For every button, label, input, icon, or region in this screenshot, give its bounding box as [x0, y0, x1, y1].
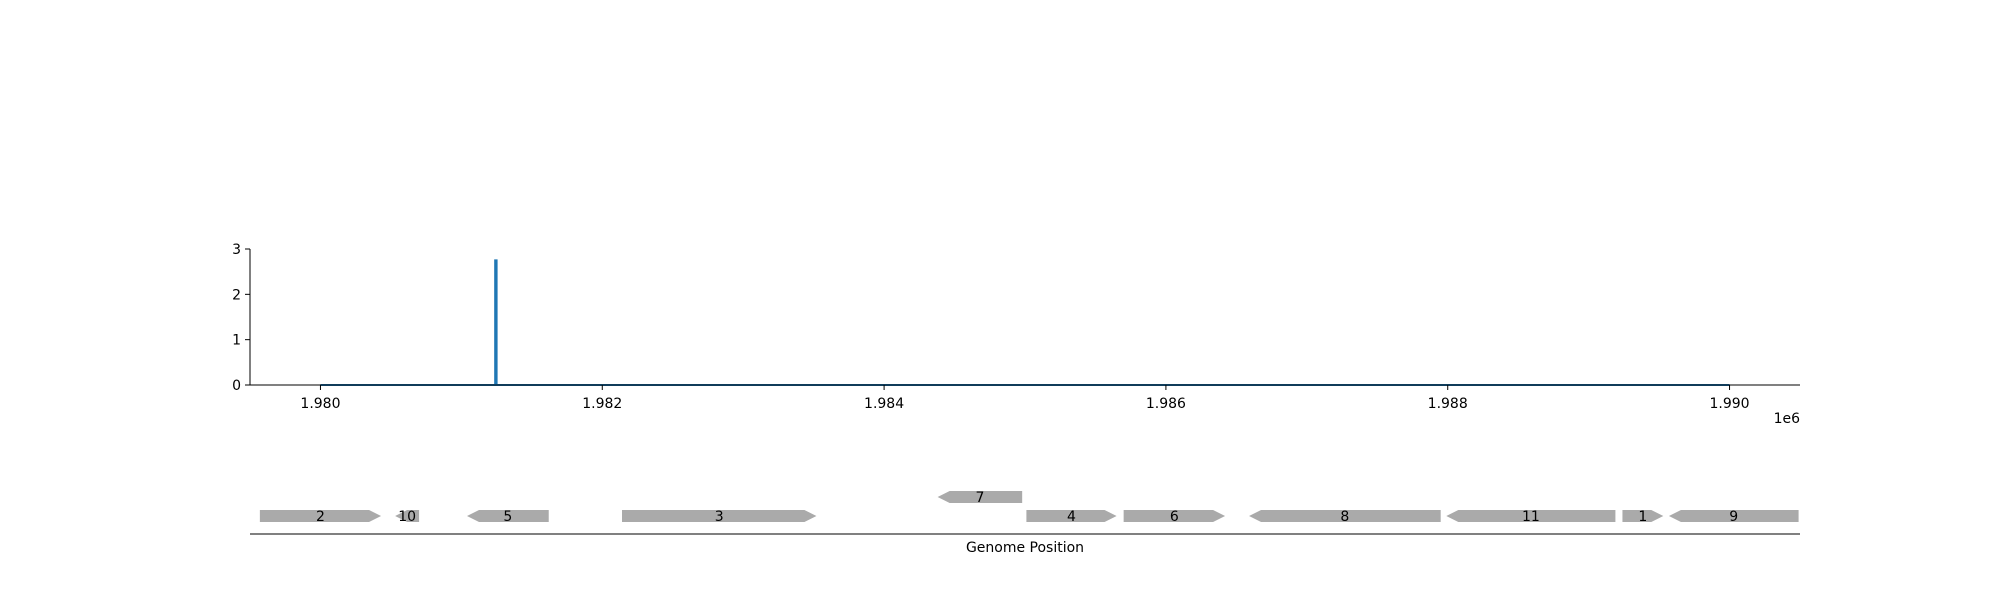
- gene-arrow: [622, 510, 817, 522]
- y-ticks: 0 1 2 3: [232, 242, 250, 394]
- gene-arrow: [937, 491, 1023, 503]
- x-offset-label: 1e6: [1774, 411, 1801, 427]
- gene-label: 3: [715, 509, 724, 525]
- gene-label: 4: [1067, 509, 1076, 525]
- x-tick-label: 1.984: [864, 396, 904, 412]
- y-tick-label: 1: [232, 333, 241, 349]
- coverage-line: [320, 259, 1730, 386]
- gene-label: 11: [1522, 509, 1540, 525]
- gene-arrow: [395, 510, 420, 522]
- gene-label: 1: [1638, 509, 1647, 525]
- x-tick-label: 1.982: [582, 396, 622, 412]
- y-tick-label: 0: [232, 378, 241, 394]
- gene-label: 7: [975, 490, 984, 506]
- gene-arrow: [1668, 510, 1799, 522]
- coverage-series: [320, 259, 1730, 386]
- gene-arrow: [1622, 510, 1664, 522]
- gene-arrow: [1123, 510, 1226, 522]
- gene-label: 8: [1340, 509, 1349, 525]
- gene-label: 6: [1170, 509, 1179, 525]
- gene-label: 5: [503, 509, 512, 525]
- gene-arrow: [259, 510, 382, 522]
- x-axis-label: Genome Position: [966, 540, 1084, 556]
- gene-label: 10: [398, 509, 416, 525]
- gene-arrow: [1446, 510, 1616, 522]
- y-tick-label: 2: [232, 287, 241, 303]
- gene-arrow: [467, 510, 549, 522]
- gene-label: 2: [316, 509, 325, 525]
- gene-arrow: [1249, 510, 1441, 522]
- y-tick-label: 3: [232, 242, 241, 258]
- x-tick-label: 1.988: [1428, 396, 1468, 412]
- x-tick-label: 1.980: [300, 396, 340, 412]
- genes: 2 10 5 374 6 8 11 1 9: [259, 490, 1799, 525]
- gene-arrow: [1026, 510, 1117, 522]
- x-ticks: 1.980 1.982 1.984 1.986 1.988 1.990: [300, 385, 1750, 412]
- gene-label: 9: [1729, 509, 1738, 525]
- x-tick-label: 1.986: [1146, 396, 1186, 412]
- coverage-plot: 0 1 2 3 1.980 1.982 1.984 1.986 1.988 1.990 1e6: [232, 242, 1800, 427]
- gene-track: 2 10 5 374 6 8 11 1 9 Genome Position: [250, 490, 1800, 556]
- x-tick-label: 1.990: [1709, 396, 1749, 412]
